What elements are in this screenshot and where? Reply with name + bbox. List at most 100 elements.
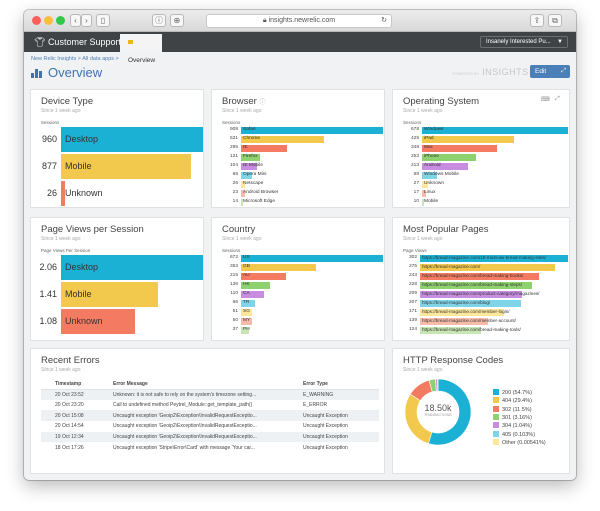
bar-row[interactable]: 26 Netscape: [222, 181, 382, 188]
bar-row[interactable]: 68 Opera Mini: [222, 172, 382, 179]
bar-row[interactable]: 678 Windows: [403, 127, 568, 134]
legend-item[interactable]: 302 (11.5%): [493, 405, 532, 414]
bar-value: 1.41: [39, 289, 57, 299]
bar-row[interactable]: 215 AU: [222, 273, 382, 280]
bar-row[interactable]: 136 HK: [222, 282, 382, 289]
bar-row[interactable]: 425 iPad: [403, 136, 567, 143]
bar-value: 353: [229, 264, 238, 269]
breadcrumb[interactable]: New Relic Insights > All data apps >: [31, 56, 119, 62]
column-header[interactable]: Error Message: [99, 379, 289, 390]
metric-label: Page Views Per Session: [41, 248, 91, 253]
tabs-icon[interactable]: ⧉: [548, 14, 562, 27]
table-row[interactable]: 19 Oct 12:34 Uncaught exception 'Geoip2\E…: [41, 431, 379, 443]
bar: [61, 282, 159, 307]
bar-row[interactable]: 110 CA: [222, 291, 382, 298]
legend-item[interactable]: 404 (29.4%): [493, 397, 532, 405]
bar: [420, 273, 540, 280]
bar-row[interactable]: 275 https://bread-magazine.com/: [403, 264, 563, 271]
bar-value: 110: [230, 291, 238, 296]
bar-label: GB: [243, 264, 250, 269]
bar-label: Android: [424, 163, 441, 168]
bar-row[interactable]: 14 Microsoft Edge: [222, 199, 382, 206]
bar-row[interactable]: 209 https://bread-magazine.com/product-ca…: [403, 291, 563, 298]
bar: [422, 154, 477, 161]
table-row[interactable]: 20 Oct 23:20 Call to undefined method Pey…: [41, 400, 379, 411]
bar: [241, 127, 383, 134]
share-icon[interactable]: ⇪: [530, 14, 544, 27]
address-bar[interactable]: 🔒︎ insights.newrelic.com ↻: [206, 14, 392, 28]
table-row[interactable]: 20 Oct 15:08 Uncaught exception 'Geoip2\E…: [41, 410, 379, 422]
tab-overview[interactable]: Overview: [120, 34, 162, 64]
bar-row[interactable]: 295 IE: [222, 145, 382, 152]
bar-row[interactable]: 51 SG: [222, 309, 382, 316]
help-icon[interactable]: ⓘ: [259, 100, 266, 106]
terminal-icon[interactable]: ⌨︎: [541, 97, 550, 103]
bar-row[interactable]: 348 Mac: [403, 145, 567, 152]
bar-label: Windows Mobile: [424, 172, 459, 177]
bar-row[interactable]: 23 Android Browser: [222, 190, 382, 197]
bar-row[interactable]: 243 https://bread-magazine.com/bread-maki…: [403, 273, 563, 280]
bar-row[interactable]: 17 Linux: [403, 190, 567, 197]
bar-row[interactable]: 253 iPhone: [403, 154, 567, 161]
forward-icon[interactable]: ›: [81, 14, 92, 27]
bar: [422, 145, 497, 152]
bar: [61, 154, 191, 179]
bar-row[interactable]: 207 https://bread-magazine.com/blog/: [403, 300, 563, 307]
fullscreen-icon[interactable]: ⤢: [555, 96, 560, 102]
legend-item[interactable]: 405 (0.103%): [493, 430, 535, 439]
legend-item[interactable]: 301 (3.16%): [493, 413, 532, 422]
bar-row[interactable]: 302 https://bread-magazine.com/10-most-aw…: [403, 255, 568, 262]
brand[interactable]: 👕︎ Customer Support: [34, 37, 121, 48]
bar-row[interactable]: 171 https://bread-magazine.com/member-log…: [403, 309, 563, 316]
edit-button[interactable]: Edit ⤢: [530, 65, 570, 78]
bar-row[interactable]: 124 https://bread-magazine.com/bread-maki…: [403, 327, 563, 334]
bar-label: IE: [243, 145, 248, 150]
bar-label: Mobile: [65, 289, 92, 299]
bar-row[interactable]: 213 Android: [403, 163, 567, 170]
column-header[interactable]: Timestamp: [41, 379, 99, 390]
bar-label: Mac: [424, 145, 434, 150]
bar-row[interactable]: 104 IE Mobile: [222, 163, 382, 170]
table-cell: Uncaught Exception: [303, 444, 348, 451]
metric-label: Page Views: [403, 248, 427, 253]
bar-row[interactable]: 228 https://bread-magazine.com/bread-maki…: [403, 282, 563, 289]
url-text: insights.newrelic.com: [268, 17, 336, 24]
bar-row[interactable]: 27 Unknown: [403, 181, 567, 188]
bar-row[interactable]: 908 Safari: [222, 127, 383, 134]
bar-value: 51: [232, 309, 238, 314]
bar-row[interactable]: 531 Chrome: [222, 136, 382, 143]
bar-row[interactable]: 66 TR: [222, 300, 382, 307]
legend-item[interactable]: Other (0.00541%): [493, 438, 546, 447]
account-selector[interactable]: Insanely Interested Pu... ▼: [480, 36, 568, 48]
back-icon[interactable]: ‹: [70, 14, 81, 27]
bar: [241, 291, 265, 298]
bar-value: 302: [408, 255, 417, 260]
sidebar-icon[interactable]: ▯: [96, 14, 110, 27]
bar-row[interactable]: 353 GB: [222, 264, 382, 271]
info-icon[interactable]: ⓘ: [152, 14, 166, 27]
extension-icon[interactable]: ⊕: [170, 14, 184, 27]
column-header[interactable]: Error Type: [289, 379, 379, 390]
bar-value: 228: [408, 282, 417, 287]
legend-item[interactable]: 304 (1.04%): [493, 422, 532, 430]
bar-row[interactable]: 121 Firefox: [222, 154, 382, 161]
table-row[interactable]: 20 Oct 14:54 Uncaught exception 'Geoip2\E…: [41, 421, 379, 432]
zoom-window-button[interactable]: [56, 16, 65, 25]
bar-row[interactable]: 10 Mobile: [403, 199, 567, 206]
bar-row[interactable]: 672 US: [222, 255, 383, 262]
donut-slice[interactable]: [404, 393, 433, 444]
close-window-button[interactable]: [32, 16, 41, 25]
reload-icon[interactable]: ↻: [381, 17, 387, 24]
bar-row[interactable]: 37 PH: [222, 327, 382, 334]
bar-row[interactable]: 50 MY: [222, 318, 382, 325]
bar-value: 207: [408, 300, 417, 305]
bar-value: 243: [408, 273, 417, 278]
table-row[interactable]: 18 Oct 17:26 Uncaught exception 'Stripe\E…: [41, 442, 379, 453]
bar-row[interactable]: 68 Windows Mobile: [403, 172, 567, 179]
minimize-window-button[interactable]: [44, 16, 53, 25]
table-cell: Uncaught Exception: [303, 423, 348, 430]
donut-slice[interactable]: [428, 378, 472, 446]
table-row[interactable]: 20 Oct 23:52 Unknown: it is not safe to r…: [41, 389, 379, 400]
legend-item[interactable]: 200 (54.7%): [493, 389, 532, 397]
bar-row[interactable]: 139 https://bread-magazine.com/member-acc…: [403, 318, 563, 325]
